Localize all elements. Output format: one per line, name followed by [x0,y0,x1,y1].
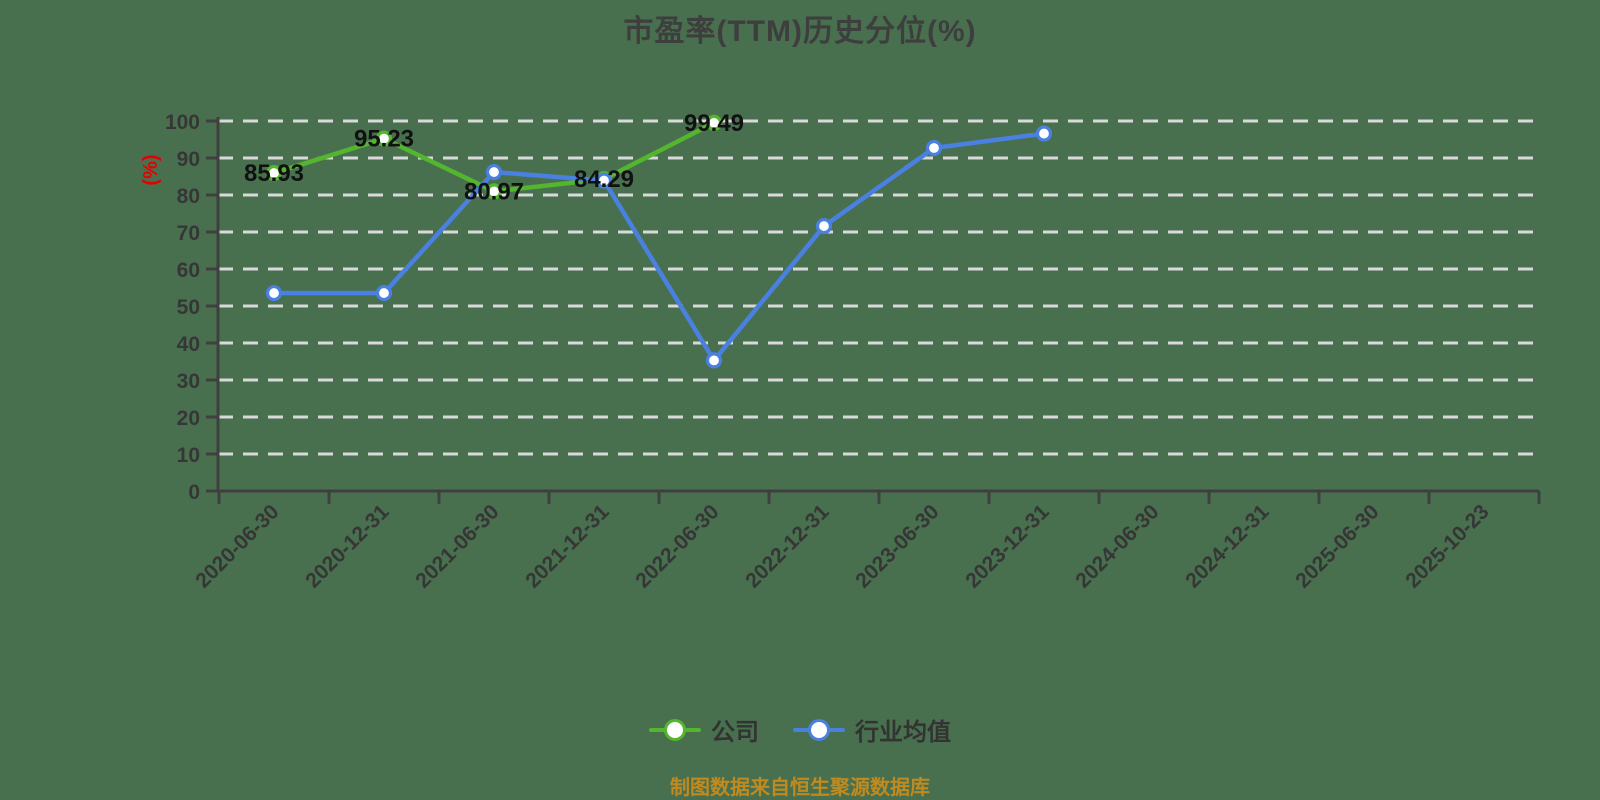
y-tick-label: 20 [177,407,200,430]
company-series-icon [649,718,701,742]
data-source-note: 制图数据来自恒生聚源数据库 [670,777,930,799]
data-point-company [485,183,503,200]
chart-legend: 公司 行业均值 [0,712,1600,747]
y-tick-label: 70 [177,222,200,245]
y-tick-label: 90 [177,148,200,171]
data-point-industry [485,163,503,181]
x-tick-label: 2023-06-30 [851,500,943,592]
industry-series-icon [793,718,845,742]
data-point-industry [265,284,283,302]
y-tick-label: 80 [177,185,200,208]
legend-item-company[interactable]: 公司 [649,712,759,747]
legend-label-industry: 行业均值 [855,719,951,746]
data-point-industry [375,284,393,302]
legend-label-company: 公司 [711,719,759,746]
y-tick-label: 100 [165,111,200,134]
data-point-company [705,114,723,131]
series-line-industry [271,131,1047,363]
data-point-company [265,164,283,182]
data-point-label: 95.23 [354,126,414,153]
data-point-label: 84.29 [574,166,634,193]
data-point-label: 85.93 [244,160,304,187]
y-tick-label: 0 [188,481,200,504]
data-point-industry [925,139,943,157]
x-tick-label: 2024-12-31 [1181,500,1273,592]
y-tick-label: 50 [177,296,200,319]
y-tick-label: 60 [177,259,200,282]
data-point-industry [815,217,833,235]
x-tick-label: 2025-10-23 [1401,500,1493,592]
data-point-company [375,130,393,147]
x-tick-label: 2020-12-31 [301,500,393,592]
x-tick-label: 2023-12-31 [961,500,1053,592]
x-tick-label: 2024-06-30 [1071,500,1163,592]
data-point-industry [595,172,613,189]
y-tick-label: 30 [177,370,200,393]
data-point-industry [705,352,723,369]
y-tick-label: 10 [177,444,200,467]
chart-title: 市盈率(TTM)历史分位(%) [623,15,977,48]
x-tick-label: 2021-12-31 [521,500,613,592]
x-tick-label: 2022-06-30 [631,500,723,592]
x-tick-label: 2022-12-31 [741,500,833,592]
y-axis-unit-label: (%) [140,154,162,185]
y-tick-label: 40 [177,333,200,356]
x-tick-label: 2021-06-30 [411,500,503,592]
x-tick-label: 2020-06-30 [191,500,283,592]
x-tick-label: 2025-06-30 [1291,500,1383,592]
data-point-industry [1035,125,1053,142]
data-point-label: 80.97 [464,178,524,205]
legend-item-industry[interactable]: 行业均值 [793,712,951,747]
data-point-label: 99.49 [684,110,744,137]
